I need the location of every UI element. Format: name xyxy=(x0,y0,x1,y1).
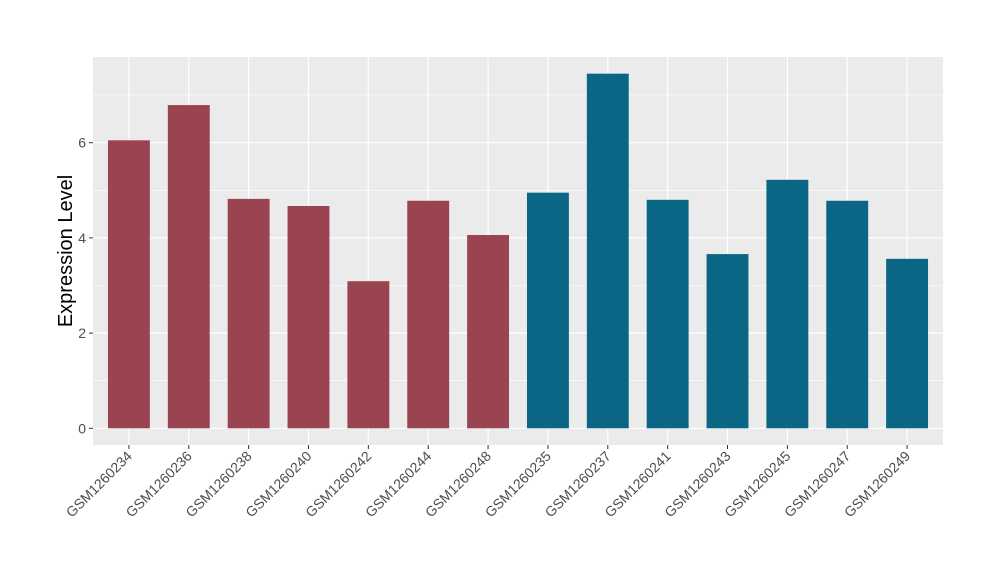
bar-GSM1260235 xyxy=(526,192,569,429)
bar-GSM1260238 xyxy=(227,198,270,429)
bar-GSM1260242 xyxy=(347,281,390,429)
bar-GSM1260245 xyxy=(766,179,809,429)
bar-GSM1260241 xyxy=(646,199,689,429)
y-axis: 0 2 4 6 xyxy=(78,135,93,436)
bar-GSM1260236 xyxy=(167,105,210,429)
plot-panel xyxy=(93,57,943,445)
y-tick-label: 2 xyxy=(78,325,86,341)
bar-GSM1260240 xyxy=(287,206,330,429)
bar-GSM1260234 xyxy=(107,140,150,429)
y-tick-label: 6 xyxy=(78,135,86,151)
y-axis-label: Expression Level xyxy=(55,175,77,327)
bar-GSM1260237 xyxy=(586,73,629,429)
bar-GSM1260244 xyxy=(407,200,450,429)
bar-GSM1260243 xyxy=(706,254,749,429)
bar-GSM1260248 xyxy=(467,235,510,429)
bar-GSM1260247 xyxy=(826,200,869,429)
bar-GSM1260249 xyxy=(886,258,929,429)
y-tick-label: 0 xyxy=(78,420,86,436)
bars xyxy=(107,73,929,429)
y-tick-label: 4 xyxy=(78,230,86,246)
x-axis: GSM1260234GSM1260236GSM1260238GSM1260240… xyxy=(63,445,913,520)
